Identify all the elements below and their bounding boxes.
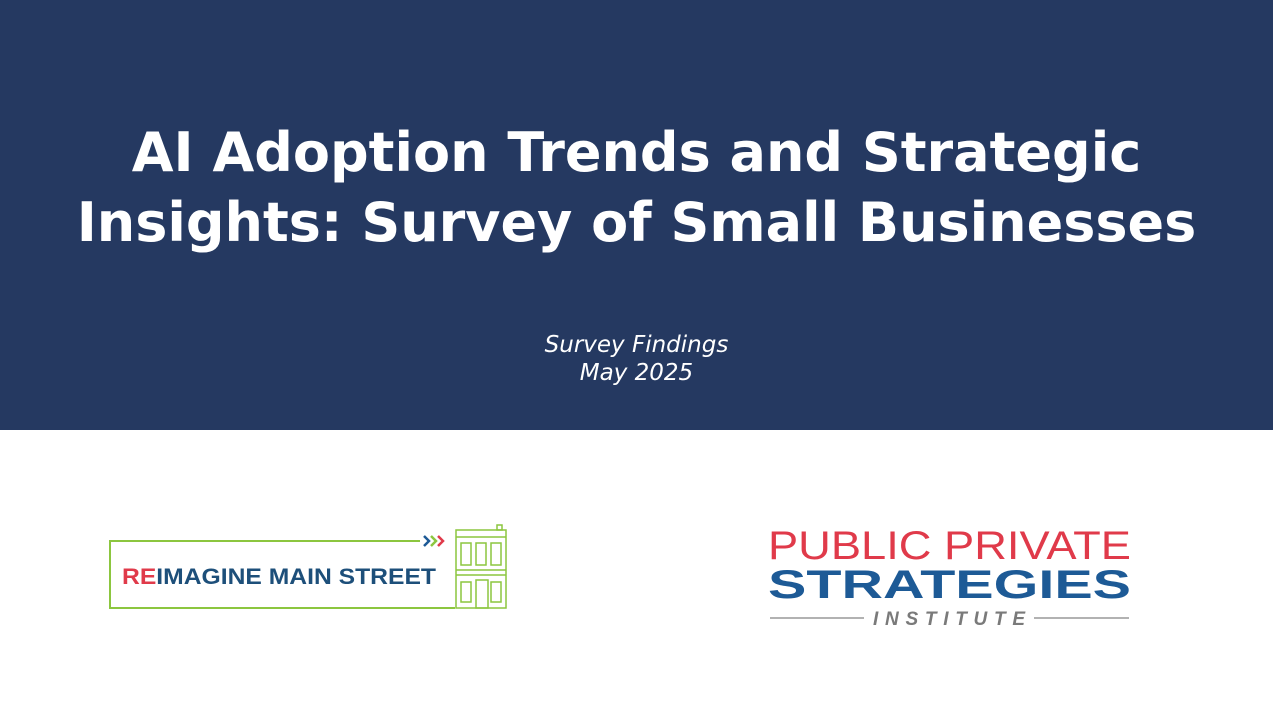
building-icon: [455, 524, 507, 609]
logo-line2: STRATEGIES: [768, 563, 1131, 607]
logo-line3: INSTITUTE: [873, 609, 1026, 630]
title: AI Adoption Trends and Strategic Insight…: [0, 118, 1273, 258]
title-line: AI Adoption Trends and Strategic: [131, 121, 1142, 184]
subtitle-line: May 2025: [579, 360, 694, 386]
title-line: Insights: Survey of Small Businesses: [76, 191, 1197, 254]
logo-main: IMAGINE MAIN STREET: [156, 564, 436, 589]
logo-line1: PUBLIC PRIVATE: [768, 524, 1131, 568]
logo-reimagine: RE IMAGINE MAIN STREET: [109, 524, 507, 609]
subtitle-line: Survey Findings: [544, 332, 729, 358]
logo-accent: RE: [122, 564, 156, 589]
logo-arrows: [423, 535, 445, 547]
header-band: AI Adoption Trends and Strategic Insight…: [0, 0, 1273, 430]
logo-frame: [109, 540, 455, 609]
logo-text: RE IMAGINE MAIN STREET: [122, 564, 437, 589]
logo-ppsi: PUBLIC PRIVATE STRATEGIES INSTITUTE: [768, 524, 1131, 630]
subtitle: Survey Findings May 2025: [0, 331, 1273, 387]
logos: RE IMAGINE MAIN STREET PUBLIC PRIVATE STR…: [109, 524, 1131, 630]
